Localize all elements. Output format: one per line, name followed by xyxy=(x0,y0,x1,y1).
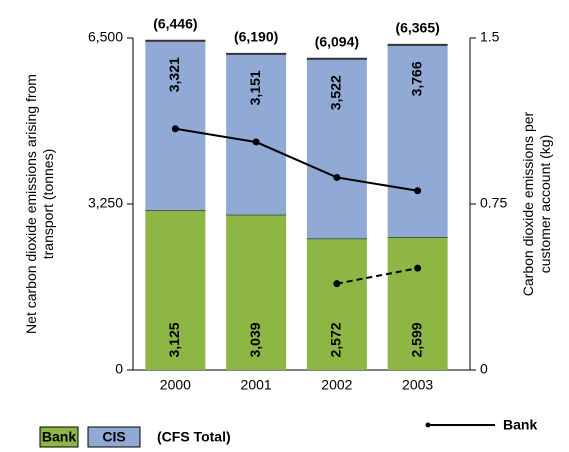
y2-axis-title: Carbon dioxide emissions percustomer acc… xyxy=(520,111,553,296)
line-point xyxy=(252,138,260,146)
line-point xyxy=(171,125,179,133)
total-label: (6,094) xyxy=(315,33,359,49)
x-tick-label: 2001 xyxy=(241,377,272,393)
total-label: (6,365) xyxy=(395,20,439,36)
total-label: (6,446) xyxy=(153,15,197,31)
value-label: 2,599 xyxy=(408,322,424,357)
bar-segment xyxy=(387,44,448,238)
legend-label: Bank xyxy=(42,429,76,445)
x-tick-label: 2003 xyxy=(402,377,433,393)
y2-axis-title-line: customer account (kg) xyxy=(537,135,553,274)
y2-tick-label: 0 xyxy=(480,361,488,377)
y-axis-title: Net carbon dioxide emissions arising fro… xyxy=(23,74,56,334)
bar-segment xyxy=(387,237,448,370)
value-label: 3,766 xyxy=(408,61,424,96)
y-axis-title-line: Net carbon dioxide emissions arising fro… xyxy=(23,74,39,334)
value-label: 3,125 xyxy=(166,322,182,357)
y-axis-title-line: transport (tonnes) xyxy=(40,149,56,260)
x-tick-label: 2002 xyxy=(321,377,352,393)
bar-segment xyxy=(226,214,287,370)
x-tick-label: 2000 xyxy=(160,377,191,393)
y-tick-label: 3,250 xyxy=(88,195,123,211)
bar-segment xyxy=(306,238,367,370)
y2-tick-label: 1.5 xyxy=(480,29,500,45)
bar-segment xyxy=(226,53,287,215)
bar-segment xyxy=(145,210,206,370)
value-label: 3,039 xyxy=(247,322,263,357)
line xyxy=(175,127,418,192)
line-point xyxy=(333,173,341,181)
line-point xyxy=(414,187,422,195)
value-label: 3,321 xyxy=(166,57,182,92)
legend-dot xyxy=(425,422,431,428)
legend-swatch xyxy=(87,426,141,448)
value-label: 3,151 xyxy=(247,70,263,105)
legend-line-label: Bank xyxy=(503,417,537,433)
line-point xyxy=(414,264,422,272)
total-label: (6,190) xyxy=(234,29,278,45)
legend-total: (CFS Total) xyxy=(157,429,231,445)
legend-swatch xyxy=(39,426,79,448)
value-label: 3,522 xyxy=(328,75,344,110)
legend-label: CIS xyxy=(102,429,125,445)
line xyxy=(336,267,418,285)
y-tick-label: 0 xyxy=(115,361,123,377)
y-tick-label: 6,500 xyxy=(88,29,123,45)
line-point xyxy=(333,280,341,288)
y2-axis-title-line: Carbon dioxide emissions per xyxy=(520,111,536,296)
y2-tick-label: 0.75 xyxy=(480,195,507,211)
bar-segment xyxy=(306,58,367,239)
value-label: 2,572 xyxy=(328,322,344,357)
